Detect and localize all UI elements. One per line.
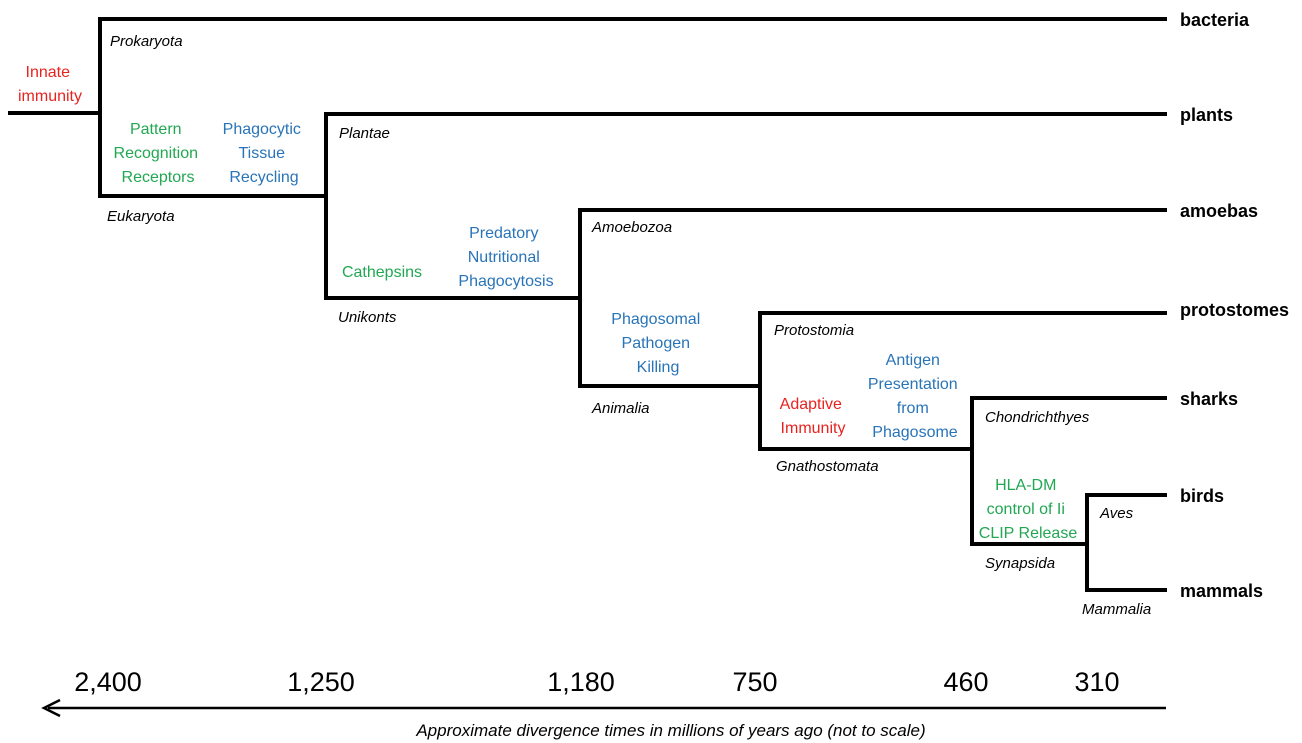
trait-phagocytic-tissue-recycling: Phagocytic Tissue Recycling [223,121,306,186]
tree-branches [8,17,1167,592]
leaf-bacteria: bacteria [1180,10,1250,30]
tick-460: 460 [943,667,988,697]
trait-cathepsins: Cathepsins [342,264,422,281]
taxon-unikonts: Unikonts [338,309,397,326]
taxon-eukaryota: Eukaryota [107,208,175,225]
timeline-caption: Approximate divergence times in millions… [415,721,925,740]
taxon-gnathostomata: Gnathostomata [776,458,879,475]
leaf-plants: plants [1180,105,1233,125]
trait-hla-dm-control: HLA-DM control of Ii CLIP Release [979,477,1078,542]
taxon-animalia: Animalia [591,400,650,417]
tick-1250: 1,250 [287,667,355,697]
taxon-prokaryota: Prokaryota [110,33,183,50]
trait-phagosomal-pathogen-killing: Phagosomal Pathogen Killing [611,311,704,376]
tick-2400: 2,400 [74,667,142,697]
leaf-birds: birds [1180,486,1224,506]
taxon-amoebozoa: Amoebozoa [591,219,672,236]
leaf-amoebas: amoebas [1180,201,1258,221]
leaf-sharks: sharks [1180,389,1238,409]
taxon-chondrichthyes: Chondrichthyes [985,409,1090,426]
trait-pattern-recognition-receptors: Pattern Recognition Receptors [114,121,203,186]
trait-innate-immunity: Innate immunity [18,64,82,105]
taxon-protostomia: Protostomia [774,322,854,339]
taxon-mammalia: Mammalia [1082,601,1151,618]
taxon-synapsida: Synapsida [985,555,1055,572]
leaf-protostomes: protostomes [1180,300,1289,320]
leaf-labels: bacteria plants amoebas protostomes shar… [1180,10,1289,601]
taxon-labels: Prokaryota Eukaryota Plantae Unikonts Am… [107,33,1151,618]
tick-750: 750 [732,667,777,697]
trait-adaptive-immunity: Adaptive Immunity [780,396,847,437]
trait-antigen-presentation-from-phagosome: Antigen Presentation from Phagosome [868,352,962,441]
leaf-mammals: mammals [1180,581,1263,601]
taxon-aves: Aves [1099,505,1134,522]
time-arrow-head-icon [41,698,61,718]
trait-predatory-nutritional-phagocytosis: Predatory Nutritional Phagocytosis [458,225,553,290]
taxon-plantae: Plantae [339,125,390,142]
timeline: 2,400 1,250 1,180 750 460 310 Approximat… [41,667,1166,740]
trait-labels: Innate immunity Pattern Recognition Rece… [18,64,1077,542]
tick-1180: 1,180 [547,667,615,697]
tick-310: 310 [1074,667,1119,697]
